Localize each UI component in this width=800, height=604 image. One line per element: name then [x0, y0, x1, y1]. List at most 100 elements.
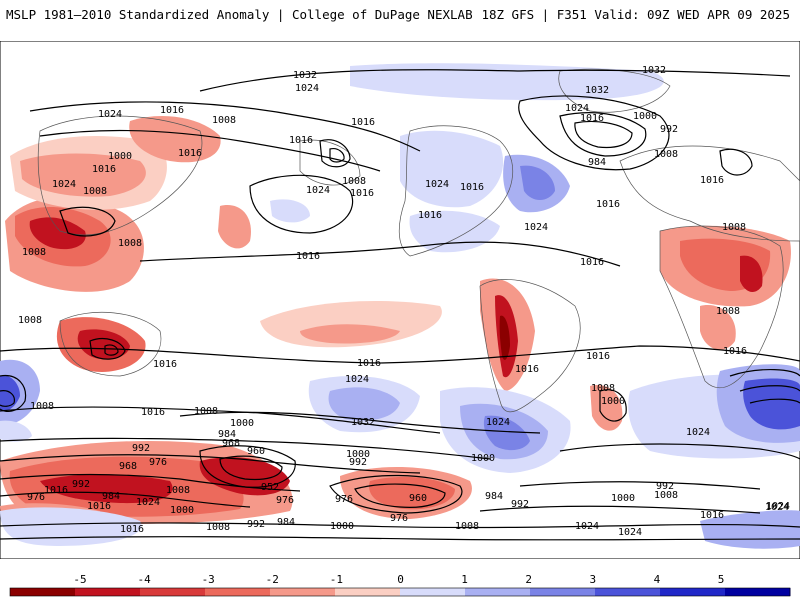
- isobar-label: 1000: [108, 151, 132, 162]
- anomaly-map: 1032 1032 1024 1032 1024 1016 1024 1008 …: [0, 41, 800, 559]
- isobar-label: 992: [72, 479, 90, 490]
- isobar-label: 1024: [52, 179, 76, 190]
- colorbar-swatch: [595, 588, 661, 596]
- isobar-label: 1008: [83, 186, 107, 197]
- colorbar-tick-label: 5: [718, 573, 725, 586]
- colorbar-ticks: -5 -4 -3 -2 -1 0 1 2 3 4 5: [73, 573, 724, 586]
- isobar-label: 984: [102, 491, 120, 502]
- isobar-label: 1024: [686, 427, 710, 438]
- colorbar-swatch: [270, 588, 336, 596]
- colorbar-tick-label: -3: [202, 573, 215, 586]
- isobar-label: 1008: [206, 522, 230, 533]
- isobars: [0, 69, 800, 541]
- isobar-label: 1016: [418, 210, 442, 221]
- colorbar-swatch: [75, 588, 141, 596]
- isobar-label: 1008: [654, 490, 678, 501]
- colorbar-swatch: [140, 588, 206, 596]
- colorbar-swatch: [660, 588, 726, 596]
- colorbar-outline: [9, 587, 791, 597]
- isobar-label: 976: [27, 492, 45, 503]
- colorbar-tick-label: 1: [461, 573, 468, 586]
- isobar-label: 1008: [166, 485, 190, 496]
- isobar-label: 1024: [618, 527, 642, 538]
- isobar-label: 992: [349, 457, 367, 468]
- isobar-label: 1008: [342, 176, 366, 187]
- isobar-label: 1016: [723, 346, 747, 357]
- colorbar-swatch: [335, 588, 401, 596]
- isobar-label: 1016: [160, 105, 184, 116]
- isobar-label: 1024: [345, 374, 369, 385]
- isobar-label: 976: [335, 494, 353, 505]
- isobar-labels: 1032 1032 1024 1032 1024 1016 1024 1008 …: [18, 65, 790, 538]
- isobar-label: 1016: [289, 135, 313, 146]
- isobar-label: 968: [119, 461, 137, 472]
- isobar-label: 976: [149, 457, 167, 468]
- colorbar-swatch: [400, 588, 466, 596]
- colorbar-tick-label: 0: [397, 573, 404, 586]
- isobar-label: 1016: [596, 199, 620, 210]
- isobar-label: 1008: [455, 521, 479, 532]
- isobar-label: 1016: [515, 364, 539, 375]
- isobar-label: 1008: [716, 306, 740, 317]
- isobar-label: 1024: [98, 109, 122, 120]
- colorbar-tick-label: -5: [73, 573, 86, 586]
- isobar-label: 1000: [471, 453, 495, 464]
- isobar-label: 1016: [580, 113, 604, 124]
- isobar-label: 1016: [700, 510, 724, 521]
- isobar-label: 1000: [330, 521, 354, 532]
- colorbar-swatch: [205, 588, 271, 596]
- colorbar-swatch: [10, 588, 76, 596]
- colorbar-tick-label: -2: [266, 573, 279, 586]
- isobar-label: 1000: [633, 111, 657, 122]
- isobar-label: 968: [222, 438, 240, 449]
- isobar-label: 1008: [118, 238, 142, 249]
- isobar-label: 1024: [766, 501, 790, 512]
- isobar-label: 1024: [486, 417, 510, 428]
- isobar-label: 976: [276, 495, 294, 506]
- isobar-label: 992: [247, 519, 265, 530]
- isobar-label: 1008: [722, 222, 746, 233]
- isobar-label: 1016: [700, 175, 724, 186]
- colorbar-svg: -5 -4 -3 -2 -1 0 1 2 3 4 5: [9, 573, 791, 597]
- isobar-label: 1016: [92, 164, 116, 175]
- isobar-label: 952: [261, 482, 279, 493]
- isobar-label: 1024: [425, 179, 449, 190]
- colorbar-tick-label: -4: [137, 573, 151, 586]
- isobar-label: 984: [485, 491, 503, 502]
- colorbar-swatch: [465, 588, 531, 596]
- isobar-label: 1016: [296, 251, 320, 262]
- isobar-label: 1008: [194, 406, 218, 417]
- isobar-label: 1000: [230, 418, 254, 429]
- map-header: MSLP 1981–2010 Standardized Anomaly | Co…: [0, 0, 800, 28]
- isobar-label: 960: [409, 493, 427, 504]
- isobar-label: 1016: [141, 407, 165, 418]
- colorbar-swatches: [9, 587, 791, 597]
- isobar-label: 960: [247, 446, 265, 457]
- isobar-label: 984: [588, 157, 606, 168]
- isobar-label: 1008: [30, 401, 54, 412]
- negative-anomaly-shading: [0, 116, 791, 536]
- isobar-label: 992: [511, 499, 529, 510]
- isobar-label: 1032: [351, 417, 375, 428]
- isobar-label: 992: [660, 124, 678, 135]
- colorbar-tick-label: -1: [330, 573, 343, 586]
- colorbar-tick-label: 2: [525, 573, 532, 586]
- isobar-label: 1024: [306, 185, 330, 196]
- isobar-label: 1008: [22, 247, 46, 258]
- isobar-label: 1016: [357, 358, 381, 369]
- isobar-label: 1008: [654, 149, 678, 160]
- isobar-label: 992: [132, 443, 150, 454]
- colorbar-swatch: [725, 588, 791, 596]
- isobar-label: 1008: [591, 383, 615, 394]
- isobar-label: 984: [218, 429, 236, 440]
- colorbar-swatch: [530, 588, 596, 596]
- isobar-label: 1000: [601, 396, 625, 407]
- isobar-label: 992: [656, 481, 674, 492]
- isobar-label: 1000: [611, 493, 635, 504]
- isobar-label: 1016: [44, 485, 68, 496]
- isobar-label: 1032: [293, 70, 317, 81]
- isobar-label: 1000: [346, 449, 370, 460]
- isobar-label: 1016: [178, 148, 202, 159]
- isobar-label: 1024: [524, 222, 548, 233]
- map-svg: 1032 1032 1024 1032 1024 1016 1024 1008 …: [0, 41, 800, 559]
